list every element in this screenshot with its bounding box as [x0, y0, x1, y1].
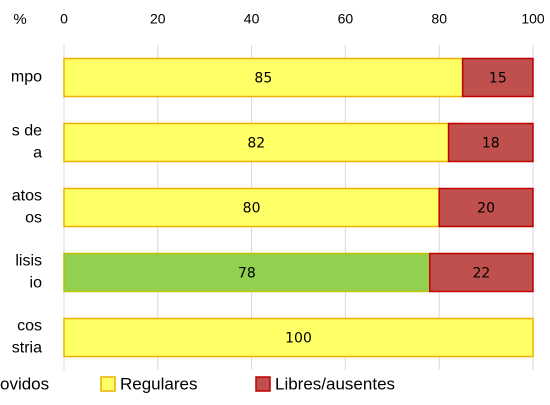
legend-swatch [100, 376, 116, 392]
data-label: 80 [243, 201, 261, 217]
x-tick-label: 100 [521, 11, 545, 27]
data-label: 22 [472, 266, 490, 282]
data-label: 20 [477, 201, 495, 217]
data-label: 82 [247, 136, 265, 152]
x-tick-label: 80 [431, 11, 447, 27]
category-label: io [30, 275, 43, 292]
category-label: stria [12, 340, 42, 357]
data-label: 18 [482, 136, 500, 152]
legend-label: ovidos [0, 374, 49, 393]
category-label: lisis [15, 253, 42, 270]
bar-segment [429, 252, 534, 293]
category-label: os [25, 210, 42, 227]
x-tick-label: 20 [150, 11, 166, 27]
legend-swatch [255, 376, 271, 392]
bar-segment [438, 187, 534, 228]
data-label: 100 [285, 331, 312, 347]
category-label: mpo [11, 69, 42, 86]
legend-label: Regulares [120, 374, 198, 393]
bar-segment [63, 252, 431, 293]
data-label: 15 [489, 71, 507, 87]
x-tick-label: 0 [60, 11, 68, 27]
bar-segment [63, 187, 440, 228]
axis-label: % [13, 11, 26, 28]
bar-segment [63, 57, 464, 98]
legend-label: Libres/ausentes [275, 374, 395, 393]
category-label: atos [12, 188, 42, 205]
bar-segment [447, 122, 534, 163]
category-label: cos [17, 318, 42, 335]
x-tick-label: 60 [338, 11, 354, 27]
bar-segment [63, 317, 534, 358]
x-tick-label: 40 [244, 11, 260, 27]
bar-segment [461, 57, 534, 98]
category-label: a [33, 145, 42, 162]
data-label: 78 [238, 266, 256, 282]
category-label: s de [12, 123, 42, 140]
data-label: 85 [254, 71, 272, 87]
